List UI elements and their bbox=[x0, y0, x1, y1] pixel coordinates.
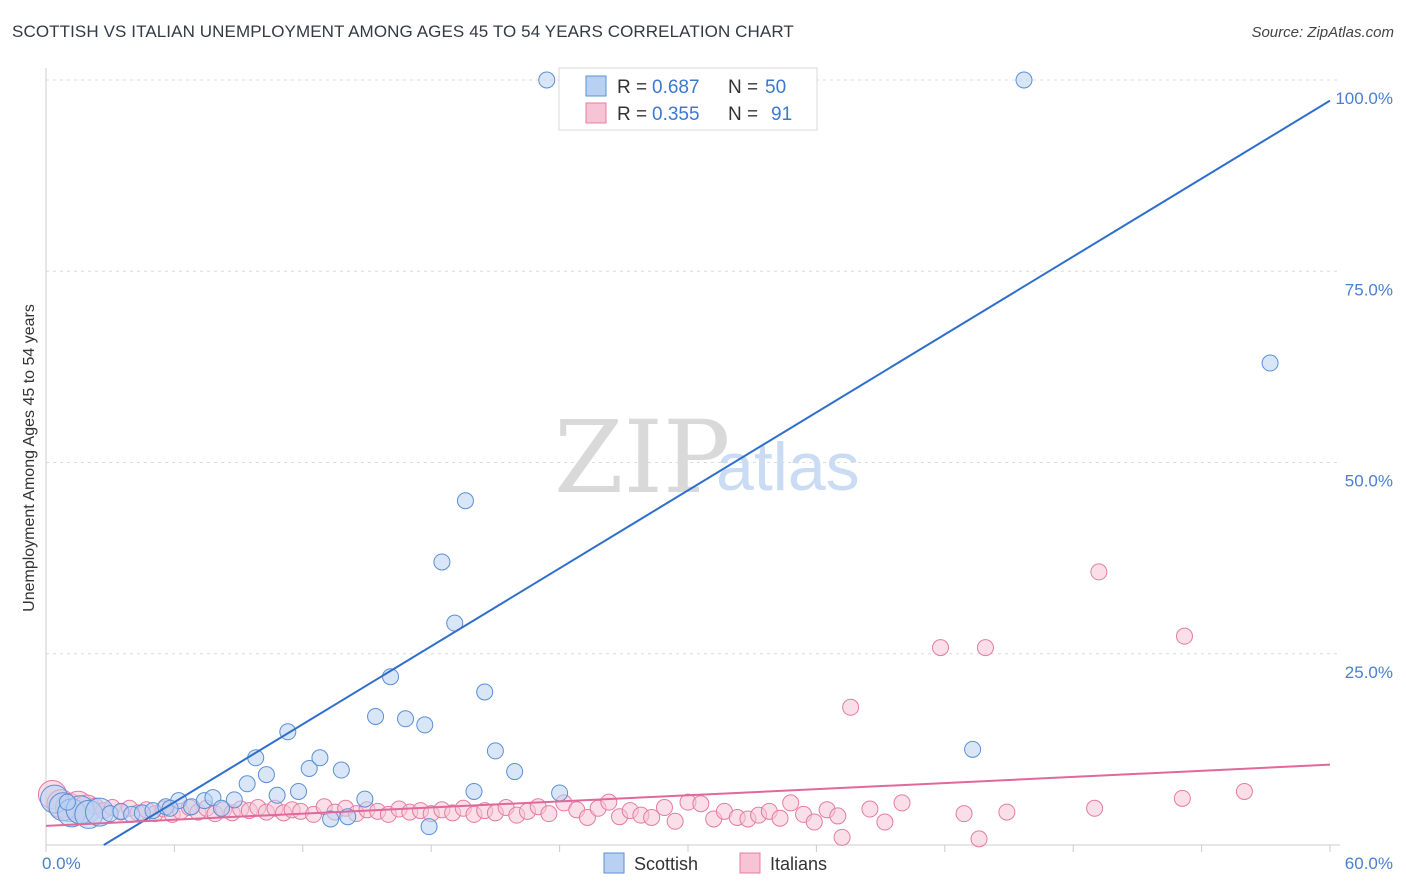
italians-point bbox=[805, 813, 823, 831]
legend-n-value-scottish: 50 bbox=[765, 77, 786, 98]
scottish-point bbox=[465, 782, 483, 800]
italians-point bbox=[861, 800, 879, 818]
italians-point bbox=[893, 794, 911, 812]
y-axis-label: Unemployment Among Ages 45 to 54 years bbox=[21, 304, 38, 612]
bottom-legend-label-scottish: Scottish bbox=[634, 854, 698, 874]
italians-point bbox=[540, 805, 558, 823]
legend-n-value-italians: 91 bbox=[771, 104, 792, 125]
italians-point bbox=[842, 698, 860, 716]
italians-trend-line bbox=[45, 763, 1331, 827]
scottish-point bbox=[1261, 354, 1279, 372]
legend-swatch-scottish bbox=[585, 75, 607, 97]
correlation-legend: R = 0.687 N = 50 R = 0.355 N = 91 bbox=[558, 67, 818, 131]
scottish-trend-line bbox=[103, 99, 1331, 846]
scottish-point bbox=[433, 553, 451, 571]
y-tick-label: 50.0% bbox=[1345, 472, 1393, 491]
scottish-point bbox=[356, 790, 374, 808]
scottish-point bbox=[290, 782, 308, 800]
italians-point bbox=[932, 639, 950, 657]
scottish-point bbox=[238, 775, 256, 793]
italians-point bbox=[970, 830, 988, 848]
italians-point bbox=[643, 808, 661, 826]
scottish-point bbox=[397, 710, 415, 728]
italians-point bbox=[976, 639, 994, 657]
italians-point bbox=[1090, 563, 1108, 581]
scottish-point bbox=[161, 799, 179, 817]
scottish-point bbox=[311, 749, 329, 767]
legend-n-label-italians: N = bbox=[728, 104, 758, 125]
italians-point bbox=[998, 803, 1016, 821]
italians-point bbox=[1235, 782, 1253, 800]
scottish-point bbox=[257, 766, 275, 784]
italians-point bbox=[955, 805, 973, 823]
scottish-point bbox=[332, 761, 350, 779]
italians-point bbox=[771, 809, 789, 827]
y-tick-labels: 25.0% 50.0% 75.0% 100.0% bbox=[1335, 89, 1393, 682]
series-legend: Scottish Italians bbox=[603, 852, 827, 874]
y-tick-label: 100.0% bbox=[1335, 89, 1393, 108]
watermark-zip: ZIP bbox=[554, 399, 730, 516]
italians-point bbox=[829, 807, 847, 825]
bottom-legend-swatch-italians bbox=[739, 852, 761, 874]
italians-point bbox=[600, 793, 618, 811]
bottom-legend-swatch-scottish bbox=[603, 852, 625, 874]
legend-r-value-italians: 0.355 bbox=[652, 104, 700, 125]
bottom-legend-label-italians: Italians bbox=[770, 854, 827, 874]
source-credit: Source: ZipAtlas.com bbox=[1251, 24, 1394, 41]
italians-point bbox=[692, 795, 710, 813]
x-tick-label: 60.0% bbox=[1345, 854, 1393, 873]
scottish-point bbox=[420, 818, 438, 836]
italians-point bbox=[1173, 789, 1191, 807]
scottish-point bbox=[58, 793, 76, 811]
scottish-point bbox=[225, 791, 243, 809]
italians-point bbox=[655, 799, 673, 817]
legend-r-label-italians: R = bbox=[617, 104, 647, 125]
scottish-point bbox=[551, 784, 569, 802]
scottish-point bbox=[300, 760, 318, 777]
scottish-point bbox=[1015, 71, 1033, 89]
scottish-point bbox=[486, 742, 504, 760]
watermark: ZIP atlas bbox=[554, 399, 860, 516]
scottish-point bbox=[456, 492, 474, 510]
y-tick-label: 25.0% bbox=[1345, 663, 1393, 682]
y-tick-label: 75.0% bbox=[1345, 280, 1393, 299]
scottish-point bbox=[416, 716, 434, 734]
scottish-point bbox=[268, 786, 286, 804]
scottish-point bbox=[506, 763, 524, 781]
legend-swatch-italians bbox=[585, 102, 607, 124]
x-tick-label: 0.0% bbox=[42, 854, 81, 873]
scottish-point bbox=[322, 810, 340, 828]
italians-point bbox=[1086, 799, 1104, 817]
scottish-point bbox=[476, 683, 494, 701]
scottish-point bbox=[964, 740, 982, 758]
watermark-atlas: atlas bbox=[716, 429, 860, 505]
italians-point bbox=[782, 794, 800, 812]
legend-n-label-scottish: N = bbox=[728, 77, 758, 98]
legend-r-value-scottish: 0.687 bbox=[652, 77, 700, 98]
scottish-point bbox=[538, 71, 556, 89]
scottish-point bbox=[212, 799, 230, 817]
legend-r-label-scottish: R = bbox=[617, 77, 647, 98]
scottish-points bbox=[40, 71, 1279, 836]
x-axis-ticks bbox=[45, 845, 1331, 852]
chart-title: SCOTTISH VS ITALIAN UNEMPLOYMENT AMONG A… bbox=[12, 22, 794, 41]
x-tick-labels: 0.0% 60.0% bbox=[42, 854, 1393, 873]
trend-lines bbox=[45, 99, 1331, 846]
italians-point bbox=[666, 812, 684, 830]
italians-point bbox=[876, 813, 894, 831]
italians-point bbox=[1175, 627, 1193, 645]
italians-point bbox=[833, 828, 851, 846]
grid-lines bbox=[46, 79, 1340, 655]
scottish-point bbox=[367, 707, 385, 725]
scottish-point bbox=[339, 808, 357, 826]
